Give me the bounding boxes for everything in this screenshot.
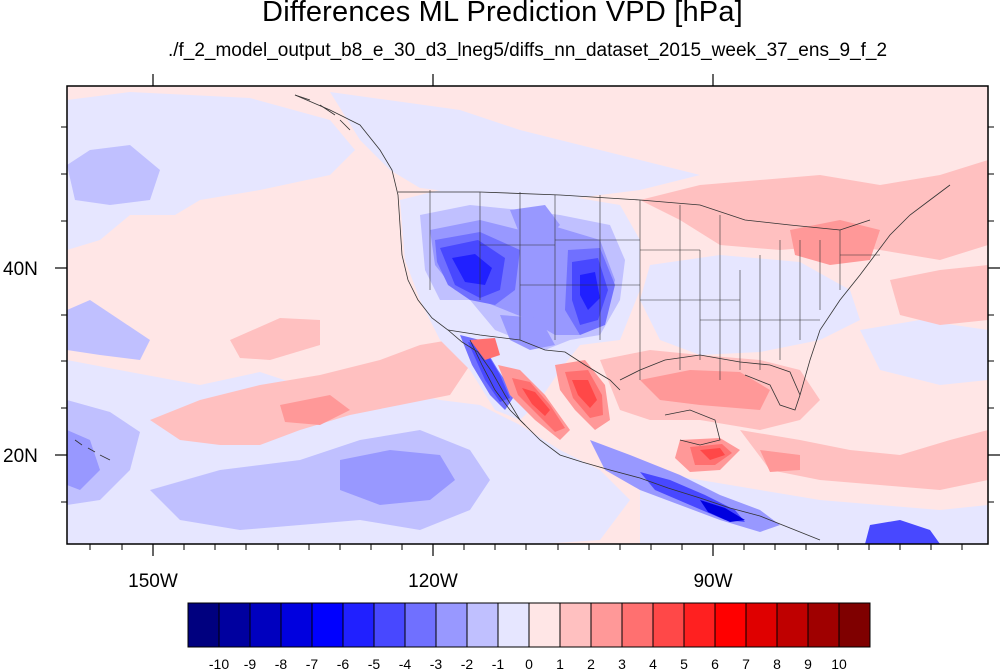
contour-field: [67, 86, 988, 544]
colorbar-label: -10: [209, 656, 229, 672]
contour-neg7-central-america: [700, 500, 745, 522]
coastline-atlantic: [799, 184, 951, 396]
lon-label-90w: 90W: [693, 571, 732, 592]
colorbar-label: 10: [831, 656, 847, 672]
contour-pos4-sonora: [522, 388, 550, 416]
colorbar-label: -1: [492, 656, 505, 672]
lat-label-20n: 20N: [3, 446, 38, 467]
contour-neg2-pacific-nw: [67, 145, 160, 205]
colorbar-box: [342, 602, 375, 648]
contour-pos4-sierra-madre: [572, 380, 597, 408]
axis-minor-ticks: [61, 126, 994, 550]
colorbar-label: -4: [399, 656, 412, 672]
colorbar-box: [776, 602, 809, 648]
map-title: Differences ML Prediction VPD [hPa]: [262, 0, 743, 28]
colorbar-label: 2: [587, 656, 595, 672]
coastline-gulf: [619, 354, 801, 411]
contour-neg1-pacific-north: [67, 92, 355, 250]
colorbar-label: -2: [461, 656, 474, 672]
coastline-north-america: [294, 94, 821, 541]
lon-label-150w: 150W: [128, 571, 178, 592]
colorbar-label: 8: [773, 656, 781, 672]
colorbar-box: [187, 602, 220, 648]
colorbar-label: -3: [430, 656, 443, 672]
colorbar-box: [590, 602, 623, 648]
contour-neg6-great-basin: [452, 254, 492, 285]
colorbar-box: [218, 602, 251, 648]
contour-neg6-rockies: [580, 272, 600, 310]
colorbar-box: [311, 602, 344, 648]
colorbar-label: -9: [244, 656, 257, 672]
map-subtitle: ./f_2_model_output_b8_e_30_d3_lneg5/diff…: [167, 40, 888, 61]
colorbar-box: [249, 602, 282, 648]
colorbar-box: [280, 602, 313, 648]
contour-neg5-panama: [865, 520, 940, 544]
axis-ticks: [55, 74, 1000, 556]
contour-pos4-central-america: [700, 448, 725, 460]
colorbar: -10 -9 -8 -7 -6 -5 -4 -3 -2 -1 0 1 2 3 4 5 6 7 8 9 10: [187, 602, 871, 672]
political-boundaries: [74, 94, 951, 541]
contour-pos1-atlantic-mid: [890, 265, 988, 325]
border-us-canada: [398, 191, 871, 231]
colorbar-label: 4: [649, 656, 657, 672]
contour-neg3-utah: [510, 205, 560, 240]
colorbar-box: [838, 602, 871, 648]
contour-pos2-yucatan: [760, 450, 800, 472]
colorbar-label: 0: [525, 656, 533, 672]
contour-neg3-pacific-s: [340, 450, 455, 505]
colorbar-label: -7: [306, 656, 319, 672]
contour-pos2-pacific: [280, 395, 350, 425]
border-us-mexico: [447, 329, 621, 391]
colorbar-box: [373, 602, 406, 648]
colorbar-label: 6: [711, 656, 719, 672]
colorbar-box: [435, 602, 468, 648]
contour-pos3-baja-north: [470, 338, 500, 360]
colorbar-label: 9: [804, 656, 812, 672]
colorbar-label: 5: [680, 656, 688, 672]
colorbar-label: 1: [556, 656, 564, 672]
colorbar-box: [466, 602, 499, 648]
colorbar-box: [652, 602, 685, 648]
colorbar-box: [621, 602, 654, 648]
colorbar-label: -8: [275, 656, 288, 672]
coastline-hawaii: [74, 439, 111, 461]
colorbar-box: [807, 602, 840, 648]
contour-pos1-pacific-band: [150, 340, 470, 445]
contour-pos2-northeast: [790, 220, 880, 265]
contour-neg3-pacific-sw: [67, 430, 100, 490]
colorbar-box: [559, 602, 592, 648]
coastline-alaska-bc: [294, 94, 351, 131]
contour-neg2-pacific-w: [67, 300, 150, 360]
colorbar-label: -5: [368, 656, 381, 672]
colorbar-box: [404, 602, 437, 648]
contour-pos1-caribbean: [740, 430, 988, 490]
contour-neg1-atlantic: [860, 320, 988, 385]
colorbar-label: 3: [618, 656, 626, 672]
contour-pos1-north-atlantic: [640, 160, 988, 260]
coastline-yucatan: [664, 409, 721, 446]
colorbar-label: 7: [742, 656, 750, 672]
colorbar-box: [745, 602, 778, 648]
contour-neg2-arizona: [500, 315, 555, 350]
contour-pos1-pacific-w: [230, 318, 320, 360]
colorbar-box: [528, 602, 561, 648]
colorbar-box: [497, 602, 530, 648]
colorbar-box: [714, 602, 747, 648]
lon-label-120w: 120W: [408, 571, 458, 592]
contour-pos2-gulf: [640, 370, 770, 410]
lat-label-40n: 40N: [3, 259, 38, 280]
state-lines: [429, 190, 880, 380]
coastline-baja: [469, 339, 526, 426]
contour-neg1-interior: [640, 255, 860, 355]
colorbar-box: [683, 602, 716, 648]
contour-neg1-north-coast: [330, 92, 700, 200]
colorbar-label: -6: [337, 656, 350, 672]
